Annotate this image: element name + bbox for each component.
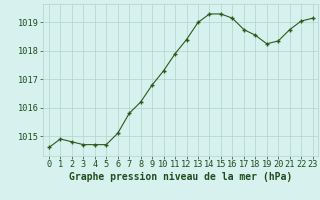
X-axis label: Graphe pression niveau de la mer (hPa): Graphe pression niveau de la mer (hPa) [69, 172, 292, 182]
